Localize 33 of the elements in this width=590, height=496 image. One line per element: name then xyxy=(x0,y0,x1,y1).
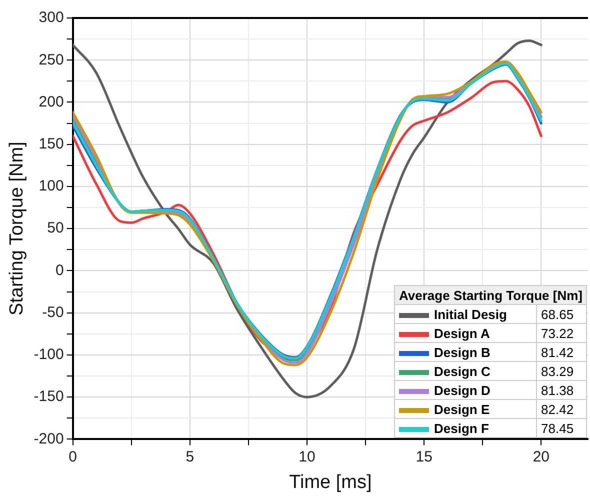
y-tick-label: 0 xyxy=(55,262,64,279)
y-tick-label: 50 xyxy=(47,220,64,237)
annotation: 68.65 xyxy=(536,304,587,324)
annotation: 81.42 xyxy=(536,342,587,362)
x-tick-label: 5 xyxy=(186,448,194,466)
x-axis-title: Time [ms] xyxy=(289,472,372,493)
y-tick-label: 200 xyxy=(38,93,64,110)
annotation: 81.38 xyxy=(536,380,587,400)
annotation: 82.42 xyxy=(536,400,587,419)
y-axis-title: Starting Torque [Nm] xyxy=(6,142,28,316)
y-tick-label: -50 xyxy=(42,304,64,321)
x-tick-label: 0 xyxy=(68,448,77,466)
legend-label: Design E xyxy=(434,402,490,417)
x-tick-label: 10 xyxy=(298,448,316,466)
y-tick-label: 150 xyxy=(38,136,64,152)
legend-label: Design A xyxy=(434,326,490,341)
legend-title: Average Starting Torque [Nm] xyxy=(394,286,587,305)
y-tick-label: -150 xyxy=(34,388,64,406)
annotation: 78.45 xyxy=(536,418,587,438)
annotation: 73.22 xyxy=(536,324,587,343)
y-tick-label: -100 xyxy=(34,346,64,364)
legend-label: Initial Desig xyxy=(434,306,507,322)
legend-label: Design C xyxy=(434,364,490,379)
x-tick-label: 20 xyxy=(532,448,550,466)
annotation: 83.29 xyxy=(536,362,587,381)
legend-label: Design B xyxy=(434,344,490,360)
y-tick-label: 250 xyxy=(38,51,64,68)
legend-label: Design F xyxy=(434,420,489,436)
x-tick-label: 15 xyxy=(416,448,432,466)
y-tick-label: 100 xyxy=(38,178,64,195)
y-tick-label: 300 xyxy=(38,9,64,26)
y-tick-label: -200 xyxy=(34,430,64,448)
legend-label: Design D xyxy=(434,382,490,398)
